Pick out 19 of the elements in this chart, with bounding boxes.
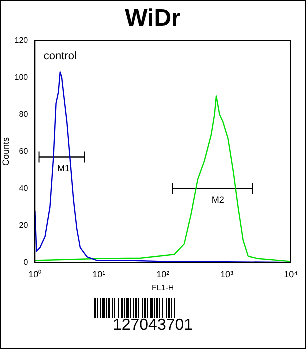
x-tick-label: 10⁰ — [28, 269, 42, 280]
y-axis-title: Counts — [0, 136, 11, 166]
x-axis-title: FL1-H — [152, 283, 174, 292]
annotation: M1 — [57, 164, 70, 174]
x-tick-label: 10² — [156, 269, 170, 280]
y-tick-label: 80 — [19, 110, 29, 119]
x-tick-label: 10³ — [220, 269, 234, 280]
y-tick-label: 60 — [19, 146, 29, 156]
chart-title: WiDr — [124, 5, 182, 33]
y-tick-label: 20 — [19, 220, 29, 230]
y-tick-label: 100 — [14, 72, 29, 82]
y-tick-label: 0 — [24, 258, 29, 267]
series-label: control — [44, 50, 77, 62]
y-tick-label: 40 — [19, 184, 29, 193]
annotation: M2 — [212, 195, 224, 206]
x-tick-label: 10⁴ — [284, 269, 298, 280]
y-tick-label: 120 — [14, 36, 29, 46]
text: 127043701 — [112, 317, 194, 335]
x-tick-label: 10¹ — [92, 269, 106, 280]
